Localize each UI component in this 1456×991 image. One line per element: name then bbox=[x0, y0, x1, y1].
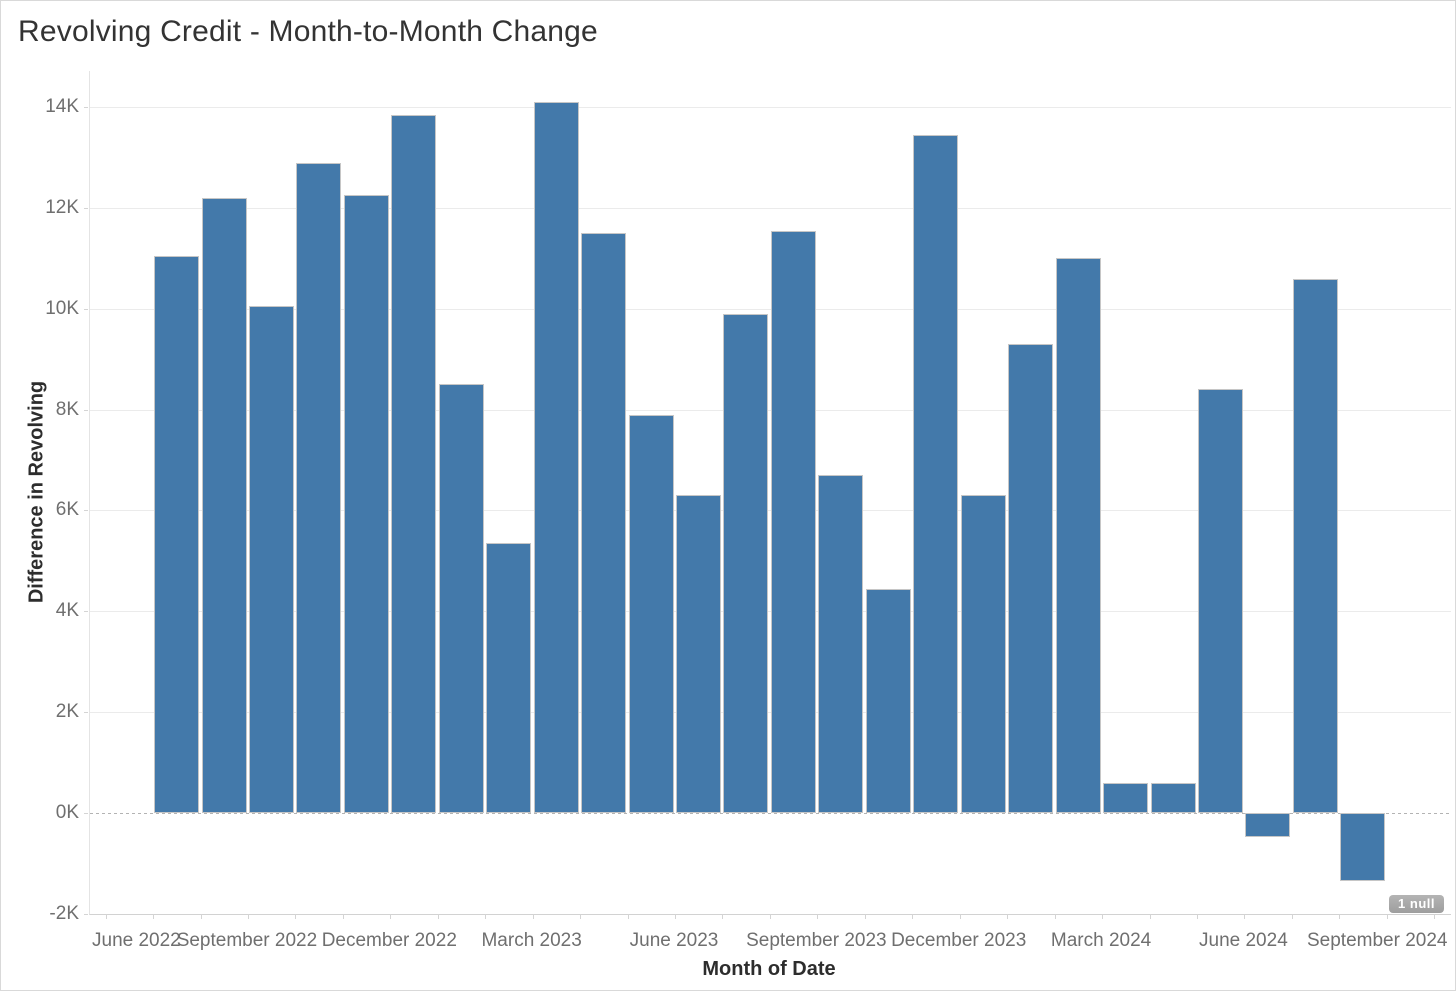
bar[interactable] bbox=[248, 306, 294, 813]
y-tick bbox=[84, 913, 88, 915]
y-tick bbox=[84, 308, 88, 310]
x-tick bbox=[1291, 914, 1293, 919]
bar[interactable] bbox=[818, 475, 864, 813]
bar[interactable] bbox=[438, 384, 484, 813]
x-tick bbox=[1434, 914, 1436, 919]
x-tick-label: December 2023 bbox=[891, 930, 1027, 951]
y-tick-label: 14K bbox=[45, 96, 79, 118]
bar[interactable] bbox=[391, 114, 437, 813]
x-tick-label: September 2024 bbox=[1307, 930, 1448, 951]
chart-title: Revolving Credit - Month-to-Month Change bbox=[18, 15, 598, 48]
bar[interactable] bbox=[1245, 813, 1291, 837]
gridline bbox=[90, 712, 1451, 714]
x-tick bbox=[532, 914, 534, 919]
bar[interactable] bbox=[1340, 813, 1386, 882]
x-tick-label: March 2023 bbox=[481, 930, 582, 951]
gridline bbox=[90, 510, 1451, 512]
bar[interactable] bbox=[960, 495, 1006, 813]
bar[interactable] bbox=[865, 588, 911, 813]
x-tick bbox=[485, 914, 487, 919]
x-tick bbox=[1196, 914, 1198, 919]
x-tick bbox=[864, 914, 866, 919]
x-tick-label: September 2023 bbox=[746, 930, 887, 951]
x-tick bbox=[722, 914, 724, 919]
x-tick bbox=[247, 914, 249, 919]
bar[interactable] bbox=[296, 162, 342, 813]
bar[interactable] bbox=[581, 233, 627, 813]
x-tick bbox=[769, 914, 771, 919]
y-axis-title: Difference in Revolving bbox=[25, 380, 48, 604]
x-tick bbox=[959, 914, 961, 919]
x-tick bbox=[200, 914, 202, 919]
x-tick bbox=[580, 914, 582, 919]
x-tick bbox=[627, 914, 629, 919]
y-tick-label: 2K bbox=[55, 701, 79, 723]
gridline bbox=[90, 308, 1451, 310]
y-tick-label: 4K bbox=[55, 600, 79, 622]
x-tick bbox=[675, 914, 676, 919]
x-tick bbox=[1054, 914, 1056, 919]
null-indicator-badge[interactable]: 1 null bbox=[1389, 895, 1444, 913]
bar[interactable] bbox=[1150, 782, 1196, 813]
y-tick bbox=[84, 207, 88, 209]
y-tick-label: -2K bbox=[49, 902, 79, 924]
x-tick-label: June 2024 bbox=[1199, 930, 1288, 951]
x-tick-label: June 2023 bbox=[629, 930, 719, 951]
bar[interactable] bbox=[1008, 344, 1054, 813]
x-tick-label: December 2022 bbox=[321, 930, 457, 951]
x-tick bbox=[1386, 914, 1388, 919]
gridline bbox=[90, 107, 1451, 109]
y-tick bbox=[84, 107, 88, 109]
x-tick bbox=[1007, 914, 1009, 919]
x-tick bbox=[912, 914, 914, 919]
x-tick bbox=[817, 914, 819, 919]
x-tick bbox=[390, 914, 392, 919]
y-tick-label: 0K bbox=[55, 802, 79, 823]
bar[interactable] bbox=[533, 102, 579, 813]
x-tick bbox=[1244, 914, 1246, 919]
y-tick-label: 6K bbox=[55, 499, 79, 521]
bar[interactable] bbox=[1292, 278, 1338, 813]
bar[interactable] bbox=[154, 255, 200, 813]
y-tick bbox=[84, 510, 88, 512]
bar[interactable] bbox=[628, 414, 674, 813]
bar[interactable] bbox=[1197, 389, 1243, 813]
x-tick bbox=[1149, 914, 1151, 919]
y-tick-label: 8K bbox=[55, 398, 79, 420]
x-tick-label: March 2024 bbox=[1050, 930, 1152, 951]
y-tick bbox=[84, 813, 88, 814]
gridline bbox=[90, 409, 1451, 411]
gridline bbox=[90, 611, 1451, 613]
x-tick bbox=[295, 914, 297, 919]
x-tick-label: September 2022 bbox=[176, 930, 318, 951]
x-tick-label: June 2022 bbox=[92, 930, 181, 951]
bar[interactable] bbox=[676, 495, 722, 813]
bar[interactable] bbox=[723, 313, 769, 813]
x-tick bbox=[153, 914, 155, 919]
y-tick bbox=[84, 712, 88, 714]
bar[interactable] bbox=[1055, 258, 1101, 813]
x-axis-title: Month of Date bbox=[702, 958, 836, 980]
bar[interactable] bbox=[486, 543, 532, 813]
bar[interactable] bbox=[913, 134, 959, 813]
gridline bbox=[90, 207, 1451, 209]
x-tick bbox=[1102, 914, 1104, 919]
x-tick bbox=[437, 914, 439, 919]
bar[interactable] bbox=[201, 197, 247, 813]
x-tick bbox=[105, 914, 107, 919]
bar[interactable] bbox=[1103, 782, 1149, 813]
x-tick bbox=[342, 914, 344, 919]
y-tick-label: 12K bbox=[45, 196, 79, 218]
bar[interactable] bbox=[770, 230, 816, 813]
y-tick bbox=[84, 409, 88, 411]
plot-area: 1 null bbox=[89, 71, 1451, 919]
x-tick bbox=[1339, 914, 1341, 919]
bar[interactable] bbox=[343, 195, 389, 813]
y-tick-label: 10K bbox=[45, 297, 79, 319]
zero-reference-line bbox=[90, 813, 1451, 814]
y-tick bbox=[84, 611, 88, 613]
